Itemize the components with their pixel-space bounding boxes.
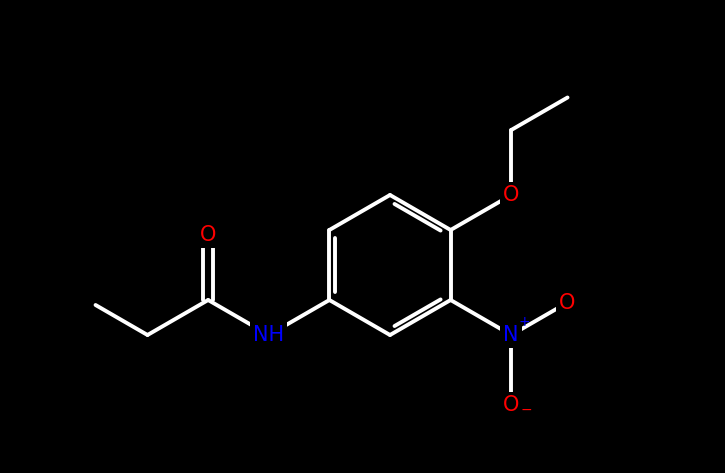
Text: −: − [521,403,532,417]
Text: NH: NH [253,325,284,345]
Text: O: O [503,395,519,415]
Text: O: O [200,225,216,245]
Text: +: + [518,315,530,329]
Text: N: N [503,325,519,345]
Text: O: O [503,185,519,205]
Text: O: O [560,292,576,313]
